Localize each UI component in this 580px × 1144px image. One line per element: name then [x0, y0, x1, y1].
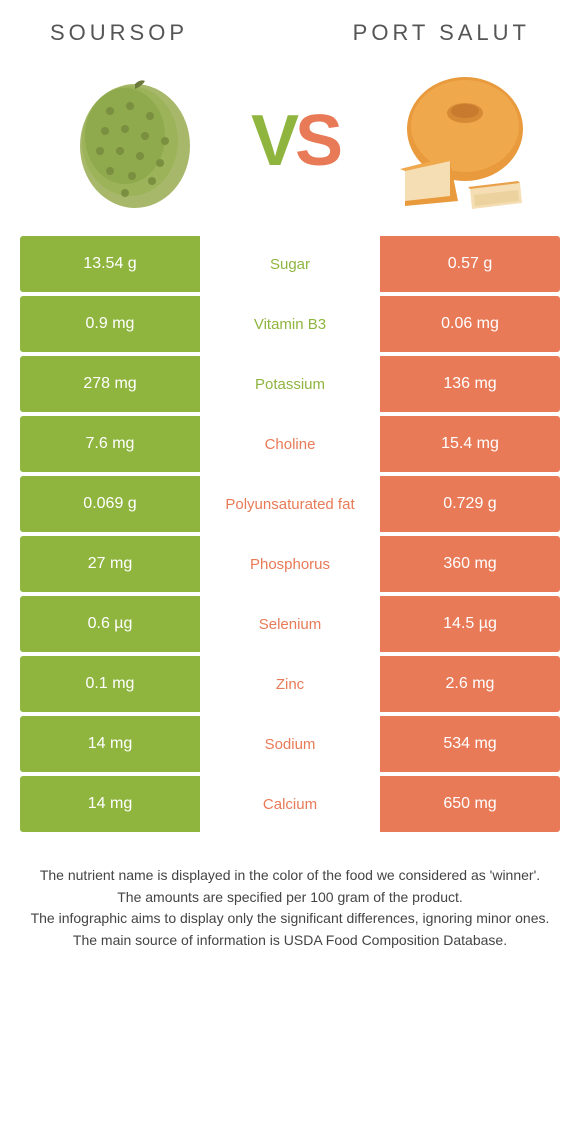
images-row: VS — [0, 56, 580, 236]
table-row: 0.6 µgSelenium14.5 µg — [20, 596, 560, 652]
comparison-table: 13.54 gSugar0.57 g0.9 mgVitamin B30.06 m… — [0, 236, 580, 832]
left-value: 14 mg — [20, 776, 200, 832]
cheese-icon — [380, 71, 530, 211]
right-value: 0.729 g — [380, 476, 560, 532]
table-row: 278 mgPotassium136 mg — [20, 356, 560, 412]
right-food-title: Port Salut — [353, 20, 530, 46]
left-food-title: Soursop — [50, 20, 188, 46]
left-value: 14 mg — [20, 716, 200, 772]
footnote-line: The nutrient name is displayed in the co… — [30, 866, 550, 886]
left-value: 27 mg — [20, 536, 200, 592]
vs-s: S — [295, 101, 339, 181]
footnote-line: The infographic aims to display only the… — [30, 909, 550, 929]
footnote-line: The amounts are specified per 100 gram o… — [30, 888, 550, 908]
nutrient-name: Choline — [200, 416, 380, 472]
table-row: 27 mgPhosphorus360 mg — [20, 536, 560, 592]
table-row: 13.54 gSugar0.57 g — [20, 236, 560, 292]
footnote-line: The main source of information is USDA F… — [30, 931, 550, 951]
table-row: 0.1 mgZinc2.6 mg — [20, 656, 560, 712]
table-row: 7.6 mgCholine15.4 mg — [20, 416, 560, 472]
left-value: 0.069 g — [20, 476, 200, 532]
right-value: 650 mg — [380, 776, 560, 832]
left-value: 278 mg — [20, 356, 200, 412]
table-row: 0.9 mgVitamin B30.06 mg — [20, 296, 560, 352]
nutrient-name: Zinc — [200, 656, 380, 712]
footnotes: The nutrient name is displayed in the co… — [0, 836, 580, 950]
left-value: 0.1 mg — [20, 656, 200, 712]
left-value: 0.9 mg — [20, 296, 200, 352]
nutrient-name: Potassium — [200, 356, 380, 412]
nutrient-name: Sodium — [200, 716, 380, 772]
nutrient-name: Sugar — [200, 236, 380, 292]
left-value: 7.6 mg — [20, 416, 200, 472]
soursop-icon — [70, 71, 200, 211]
right-value: 136 mg — [380, 356, 560, 412]
nutrient-name: Selenium — [200, 596, 380, 652]
table-row: 14 mgCalcium650 mg — [20, 776, 560, 832]
header: Soursop Port Salut — [0, 0, 580, 56]
left-value: 13.54 g — [20, 236, 200, 292]
right-value: 0.06 mg — [380, 296, 560, 352]
nutrient-name: Calcium — [200, 776, 380, 832]
nutrient-name: Polyunsaturated fat — [200, 476, 380, 532]
right-value: 534 mg — [380, 716, 560, 772]
right-value: 15.4 mg — [380, 416, 560, 472]
nutrient-name: Vitamin B3 — [200, 296, 380, 352]
right-value: 14.5 µg — [380, 596, 560, 652]
table-row: 14 mgSodium534 mg — [20, 716, 560, 772]
left-value: 0.6 µg — [20, 596, 200, 652]
soursop-image — [60, 66, 210, 216]
vs-label: VS — [251, 100, 339, 182]
vs-v: V — [251, 101, 295, 181]
right-value: 2.6 mg — [380, 656, 560, 712]
table-row: 0.069 gPolyunsaturated fat0.729 g — [20, 476, 560, 532]
nutrient-name: Phosphorus — [200, 536, 380, 592]
port-salut-image — [380, 66, 530, 216]
right-value: 0.57 g — [380, 236, 560, 292]
right-value: 360 mg — [380, 536, 560, 592]
